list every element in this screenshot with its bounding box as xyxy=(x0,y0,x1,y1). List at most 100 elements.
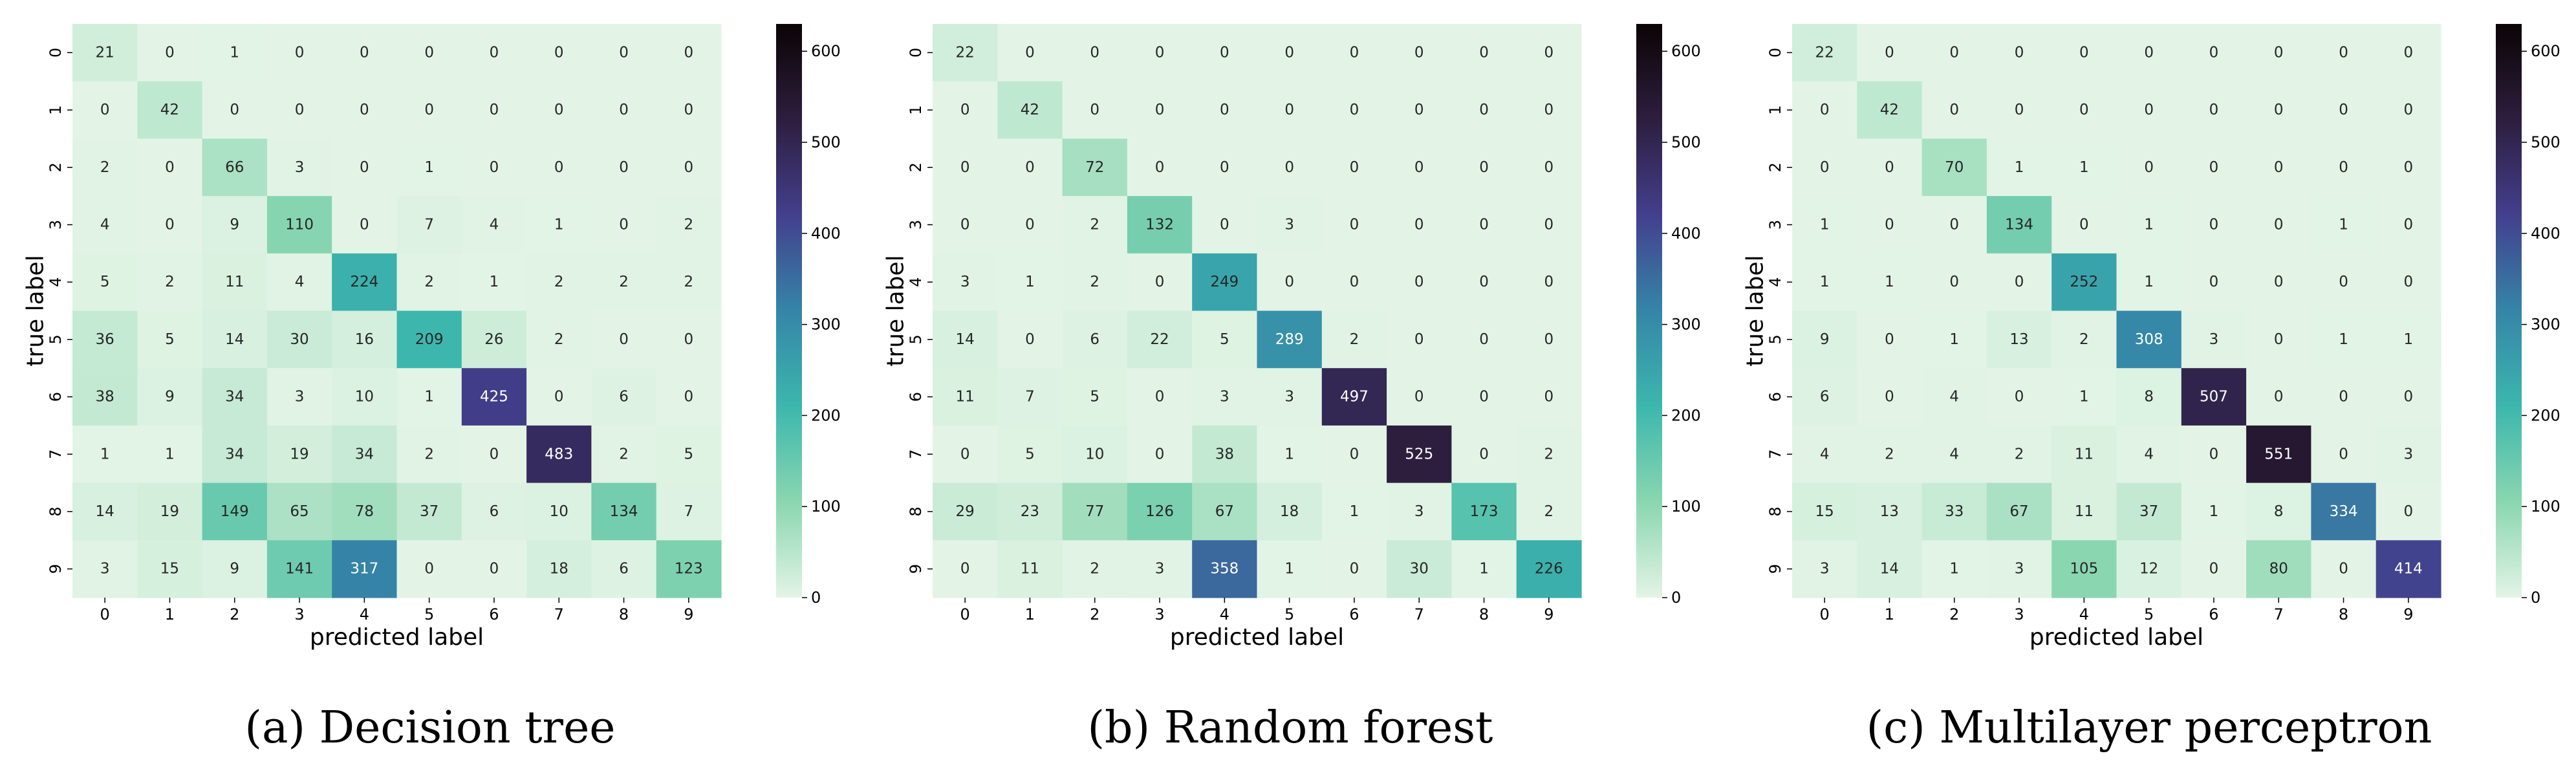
cell-value-label: 4 xyxy=(490,216,499,233)
cell-value-label: 0 xyxy=(2274,331,2284,348)
heatmap-cell xyxy=(933,24,998,82)
heatmap-cell xyxy=(2181,482,2247,541)
x-tick-label: 5 xyxy=(424,605,434,623)
colorbar-tick-label: 100 xyxy=(2531,497,2560,515)
colorbar xyxy=(776,24,802,598)
heatmap-cell xyxy=(1516,310,1582,369)
cell-value-label: 110 xyxy=(285,216,314,233)
y-tick-label: 5 xyxy=(907,334,925,344)
cell-value-label: 0 xyxy=(1544,159,1554,176)
heatmap-cell xyxy=(526,196,592,254)
y-tick-label: 9 xyxy=(907,564,925,574)
x-tick-label: 1 xyxy=(1885,605,1894,623)
cell-value-label: 0 xyxy=(2209,44,2219,61)
heatmap-cell xyxy=(332,138,398,197)
cell-value-label: 30 xyxy=(1410,561,1429,578)
cell-value-label: 3 xyxy=(295,159,305,176)
cell-value-label: 3 xyxy=(2015,561,2024,578)
cell-value-label: 0 xyxy=(960,216,970,233)
cell-value-label: 0 xyxy=(424,561,434,578)
y-tick-label: 6 xyxy=(47,392,65,402)
cell-value-label: 2 xyxy=(2079,331,2089,348)
cell-value-label: 0 xyxy=(1820,102,1830,118)
heatmap-cell xyxy=(332,482,398,541)
heatmap-cell xyxy=(2246,540,2311,598)
cell-value-label: 317 xyxy=(350,561,378,578)
heatmap-cell xyxy=(1257,253,1323,312)
heatmap-cell xyxy=(2376,368,2441,426)
cell-value-label: 149 xyxy=(221,503,249,520)
heatmap-cell xyxy=(1921,540,1987,598)
cell-value-label: 0 xyxy=(960,102,970,118)
cell-value-label: 0 xyxy=(2404,102,2414,118)
heatmap-cell xyxy=(1451,253,1517,312)
heatmap-cell xyxy=(202,24,268,82)
cell-value-label: 226 xyxy=(1535,561,1563,578)
heatmap-cell xyxy=(332,425,398,484)
cell-value-label: 0 xyxy=(1350,561,1359,578)
cell-value-label: 1 xyxy=(1885,274,1894,290)
x-tick-label: 0 xyxy=(960,605,970,623)
heatmap-cell xyxy=(2376,81,2441,139)
y-tick-label: 8 xyxy=(47,506,65,516)
cell-value-label: 0 xyxy=(2274,274,2284,290)
cell-value-label: 3 xyxy=(1220,389,1229,406)
x-tick-label: 8 xyxy=(619,605,629,623)
heatmap-cell xyxy=(1387,138,1452,197)
heatmap-cell xyxy=(1792,368,1857,426)
cell-value-label: 7 xyxy=(1025,389,1035,406)
cell-value-label: 2 xyxy=(1885,446,1894,462)
cell-value-label: 1 xyxy=(1949,561,1959,578)
cell-value-label: 4 xyxy=(2144,446,2154,462)
cell-value-label: 0 xyxy=(1544,274,1554,290)
heatmap-cell xyxy=(202,138,268,197)
colorbar-tick-label: 0 xyxy=(811,589,821,607)
heatmap-cell xyxy=(266,368,332,426)
heatmap-cell xyxy=(266,425,332,484)
heatmap-cell xyxy=(1387,368,1452,426)
heatmap-cell xyxy=(2311,253,2377,312)
heatmap-cell xyxy=(1857,540,1923,598)
heatmap-cell xyxy=(1387,310,1452,369)
cell-value-label: 1 xyxy=(2079,389,2089,406)
cell-value-label: 308 xyxy=(2135,331,2163,348)
cell-value-label: 1 xyxy=(230,44,239,61)
cell-value-label: 134 xyxy=(2005,216,2033,233)
cell-value-label: 0 xyxy=(1414,44,1424,61)
heatmap-cell xyxy=(1127,482,1193,541)
heatmap-cell xyxy=(1257,138,1323,197)
cell-value-label: 0 xyxy=(2079,216,2089,233)
heatmap-cell xyxy=(2181,196,2247,254)
heatmap-cell xyxy=(1516,196,1582,254)
heatmap-cell xyxy=(2246,482,2311,541)
cell-value-label: 37 xyxy=(420,503,438,520)
heatmap-cell xyxy=(2051,425,2117,484)
cell-value-label: 1 xyxy=(490,274,499,290)
x-tick-label: 3 xyxy=(294,605,304,623)
cell-value-label: 0 xyxy=(1544,216,1554,233)
cell-value-label: 26 xyxy=(484,331,503,348)
heatmap-cell xyxy=(1127,253,1193,312)
cell-value-label: 2 xyxy=(1544,446,1554,462)
cell-value-label: 12 xyxy=(2139,561,2158,578)
heatmap-cell xyxy=(997,310,1063,369)
x-tick-label: 6 xyxy=(2209,605,2218,623)
cell-value-label: 34 xyxy=(225,446,244,462)
cell-value-label: 0 xyxy=(490,446,499,462)
heatmap-cell xyxy=(1451,310,1517,369)
heatmap-cell xyxy=(997,81,1063,139)
heatmap-cell xyxy=(266,482,332,541)
cell-value-label: 16 xyxy=(355,331,374,348)
cell-value-label: 0 xyxy=(2339,44,2348,61)
cell-value-label: 2 xyxy=(1544,503,1554,520)
heatmap-cell xyxy=(72,138,138,197)
cell-value-label: 0 xyxy=(619,216,629,233)
cell-value-label: 0 xyxy=(1544,331,1554,348)
cell-value-label: 0 xyxy=(554,44,564,61)
caption-letter: (a) xyxy=(244,702,305,753)
heatmap-cell xyxy=(591,24,657,82)
heatmap-cell xyxy=(1127,368,1193,426)
cell-value-label: 0 xyxy=(2274,159,2284,176)
cell-value-label: 11 xyxy=(225,274,244,290)
